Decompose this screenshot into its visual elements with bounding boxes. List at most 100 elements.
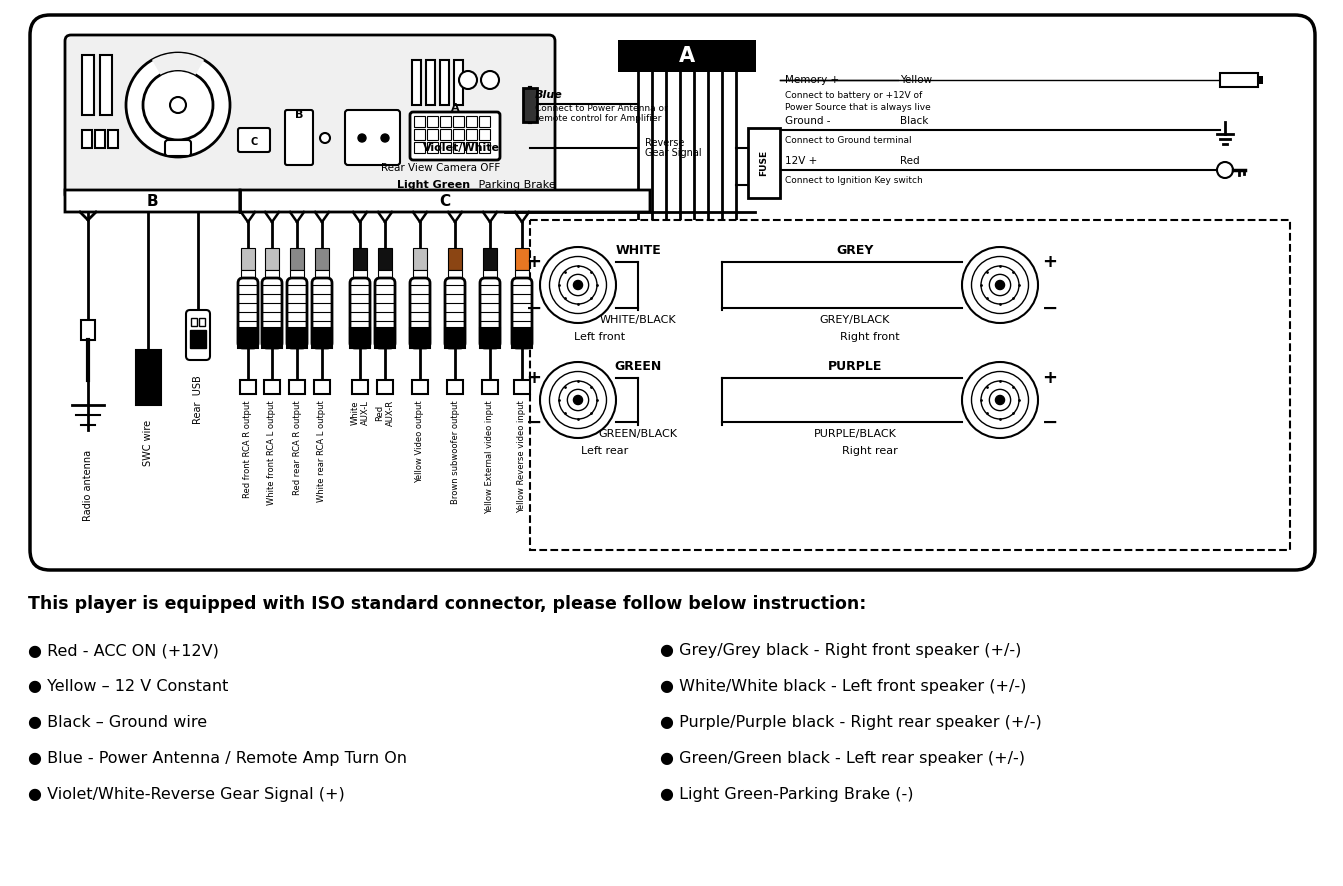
Bar: [530, 220, 1291, 550]
Bar: [1258, 76, 1262, 84]
FancyBboxPatch shape: [285, 110, 313, 165]
Text: B: B: [295, 110, 304, 120]
Text: Yellow: Yellow: [900, 75, 932, 85]
FancyBboxPatch shape: [64, 190, 240, 212]
FancyBboxPatch shape: [185, 310, 210, 360]
Bar: [353, 248, 367, 270]
Text: −: −: [1042, 413, 1058, 431]
Text: 12V +: 12V +: [786, 156, 818, 166]
Text: +: +: [1042, 369, 1057, 387]
Text: C: C: [439, 193, 450, 208]
Text: ● Grey/Grey black - Right front speaker (+/-): ● Grey/Grey black - Right front speaker …: [659, 643, 1022, 658]
FancyBboxPatch shape: [64, 35, 555, 200]
Bar: [512, 328, 532, 348]
Bar: [414, 129, 424, 140]
Circle shape: [459, 71, 477, 89]
Bar: [191, 318, 197, 326]
Bar: [265, 270, 279, 278]
Text: Right front: Right front: [841, 332, 900, 342]
Bar: [107, 130, 118, 148]
Bar: [414, 142, 424, 153]
Bar: [316, 270, 329, 278]
Text: GREY: GREY: [837, 244, 874, 257]
Bar: [748, 128, 780, 198]
Bar: [449, 248, 462, 270]
Bar: [414, 116, 424, 127]
Text: SWC wire: SWC wire: [142, 420, 153, 466]
Text: +: +: [526, 253, 541, 271]
Text: Connect to Ground terminal: Connect to Ground terminal: [786, 136, 912, 144]
Bar: [375, 328, 395, 348]
Bar: [441, 142, 451, 153]
Circle shape: [171, 97, 185, 113]
Text: Ground -: Ground -: [786, 116, 830, 126]
FancyBboxPatch shape: [238, 278, 258, 348]
Text: Yellow Reverse video input: Yellow Reverse video input: [517, 400, 526, 513]
Bar: [352, 380, 368, 394]
Bar: [449, 270, 462, 278]
Bar: [441, 129, 451, 140]
FancyBboxPatch shape: [479, 278, 500, 348]
Bar: [453, 129, 463, 140]
Bar: [353, 270, 367, 278]
FancyBboxPatch shape: [30, 15, 1315, 570]
Bar: [377, 380, 393, 394]
Text: This player is equipped with ISO standard connector, please follow below instruc: This player is equipped with ISO standar…: [28, 595, 866, 613]
Bar: [479, 328, 500, 348]
Text: Reverse: Reverse: [645, 138, 685, 148]
Text: ● Light Green-Parking Brake (-): ● Light Green-Parking Brake (-): [659, 787, 913, 802]
Text: Red: Red: [900, 156, 920, 166]
Bar: [412, 60, 420, 105]
Bar: [447, 380, 463, 394]
Bar: [289, 380, 305, 394]
Text: Connect to battery or +12V of: Connect to battery or +12V of: [786, 90, 923, 99]
Bar: [522, 88, 537, 122]
Circle shape: [540, 362, 616, 438]
Text: Yellow External video input: Yellow External video input: [486, 400, 494, 514]
Bar: [483, 248, 497, 270]
Text: Red rear RCA R output: Red rear RCA R output: [293, 400, 301, 494]
Bar: [265, 248, 279, 270]
FancyBboxPatch shape: [345, 110, 400, 165]
Circle shape: [962, 362, 1038, 438]
Circle shape: [995, 281, 1005, 290]
Bar: [426, 60, 435, 105]
Bar: [410, 328, 430, 348]
Bar: [82, 55, 94, 115]
Bar: [81, 320, 95, 340]
Text: −: −: [1042, 299, 1058, 317]
Bar: [453, 142, 463, 153]
Circle shape: [142, 70, 214, 140]
Text: Left front: Left front: [575, 332, 626, 342]
Text: WHITE: WHITE: [615, 244, 661, 257]
Bar: [290, 270, 304, 278]
Text: ● Green/Green black - Left rear speaker (+/-): ● Green/Green black - Left rear speaker …: [659, 751, 1025, 766]
Bar: [136, 350, 161, 405]
Bar: [427, 129, 438, 140]
Bar: [99, 55, 111, 115]
Bar: [479, 116, 490, 127]
Bar: [1219, 73, 1258, 87]
Circle shape: [126, 53, 230, 157]
Bar: [482, 380, 498, 394]
FancyBboxPatch shape: [410, 278, 430, 348]
Text: Right rear: Right rear: [842, 446, 898, 456]
Text: Black: Black: [900, 116, 928, 126]
Text: ● Black – Ground wire: ● Black – Ground wire: [28, 715, 207, 730]
Text: GREEN: GREEN: [614, 360, 662, 372]
Text: Power Source that is always live: Power Source that is always live: [786, 103, 931, 112]
Text: remote control for Amplifier: remote control for Amplifier: [535, 113, 661, 122]
Bar: [238, 328, 258, 348]
Text: ● Purple/Purple black - Right rear speaker (+/-): ● Purple/Purple black - Right rear speak…: [659, 715, 1042, 730]
Text: PURPLE: PURPLE: [827, 360, 882, 372]
Text: Connect to Ignition Key switch: Connect to Ignition Key switch: [786, 175, 923, 184]
Bar: [262, 328, 282, 348]
Bar: [240, 248, 255, 270]
Text: C: C: [250, 137, 258, 147]
Circle shape: [359, 134, 367, 142]
Bar: [312, 328, 332, 348]
Bar: [466, 142, 477, 153]
Bar: [316, 248, 329, 270]
Text: PURPLE/BLACK: PURPLE/BLACK: [814, 429, 896, 439]
Circle shape: [540, 247, 616, 323]
